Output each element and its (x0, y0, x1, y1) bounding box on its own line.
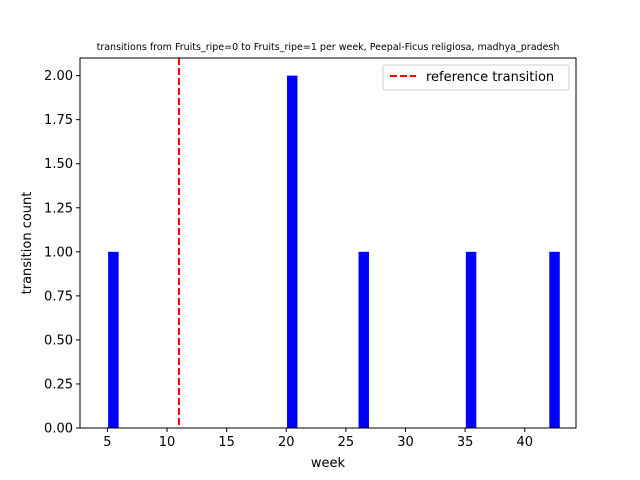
bar-week-35 (465, 251, 477, 428)
x-tick-label: 40 (516, 435, 533, 450)
legend-reference-label: reference transition (426, 70, 554, 85)
x-tick-label: 15 (218, 435, 235, 450)
legend-box (382, 64, 570, 91)
y-tick-label: 0.00 (44, 422, 73, 437)
legend: reference transition (382, 64, 570, 91)
x-axis: 5 10 15 20 25 30 35 40 (103, 428, 533, 450)
x-tick-label: 5 (103, 435, 111, 450)
y-tick-label: 1.75 (44, 113, 73, 128)
bar-week-42 (549, 251, 560, 428)
y-tick-label: 1.00 (44, 245, 73, 260)
plot-frame (79, 57, 577, 429)
chart-title: transitions from Fruits_ripe=0 to Fruits… (97, 42, 560, 53)
bar-week-20 (286, 75, 298, 428)
y-tick-label: 0.75 (44, 289, 73, 304)
y-tick-label: 0.50 (44, 333, 73, 348)
y-tick-label: 0.25 (44, 377, 73, 392)
y-axis: 0.00 0.25 0.50 0.75 1.00 1.25 1.50 1.75 2.00 (44, 69, 80, 437)
x-tick-label: 10 (159, 435, 176, 450)
x-axis-label: week (311, 456, 346, 471)
bar-week-5 (108, 251, 119, 428)
y-tick-label: 1.25 (44, 201, 73, 216)
x-tick-label: 20 (278, 435, 295, 450)
y-tick-label: 2.00 (44, 69, 73, 84)
plot-area (108, 58, 560, 428)
x-tick-label: 30 (397, 435, 414, 450)
x-tick-label: 35 (457, 435, 474, 450)
x-tick-label: 25 (338, 435, 355, 450)
y-axis-label: transition count (20, 192, 35, 295)
y-tick-label: 1.50 (44, 157, 73, 172)
bar-week-26 (358, 251, 370, 428)
